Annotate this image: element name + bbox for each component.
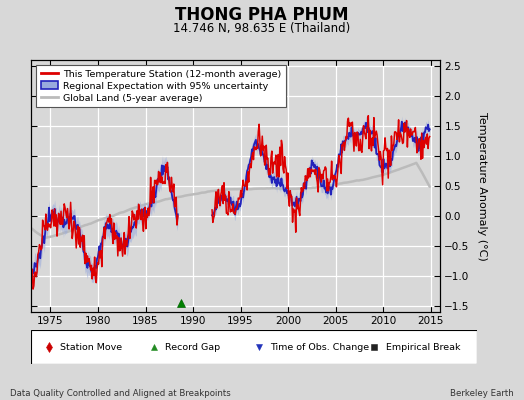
Text: 14.746 N, 98.635 E (Thailand): 14.746 N, 98.635 E (Thailand) <box>173 22 351 35</box>
Text: Berkeley Earth: Berkeley Earth <box>450 389 514 398</box>
Text: Record Gap: Record Gap <box>165 342 220 352</box>
Legend: This Temperature Station (12-month average), Regional Expectation with 95% uncer: This Temperature Station (12-month avera… <box>36 65 286 107</box>
Text: Time of Obs. Change: Time of Obs. Change <box>270 342 369 352</box>
Y-axis label: Temperature Anomaly (°C): Temperature Anomaly (°C) <box>477 112 487 260</box>
Text: Data Quality Controlled and Aligned at Breakpoints: Data Quality Controlled and Aligned at B… <box>10 389 231 398</box>
Text: Station Move: Station Move <box>60 342 123 352</box>
Text: Empirical Break: Empirical Break <box>386 342 460 352</box>
Text: THONG PHA PHUM: THONG PHA PHUM <box>175 6 349 24</box>
